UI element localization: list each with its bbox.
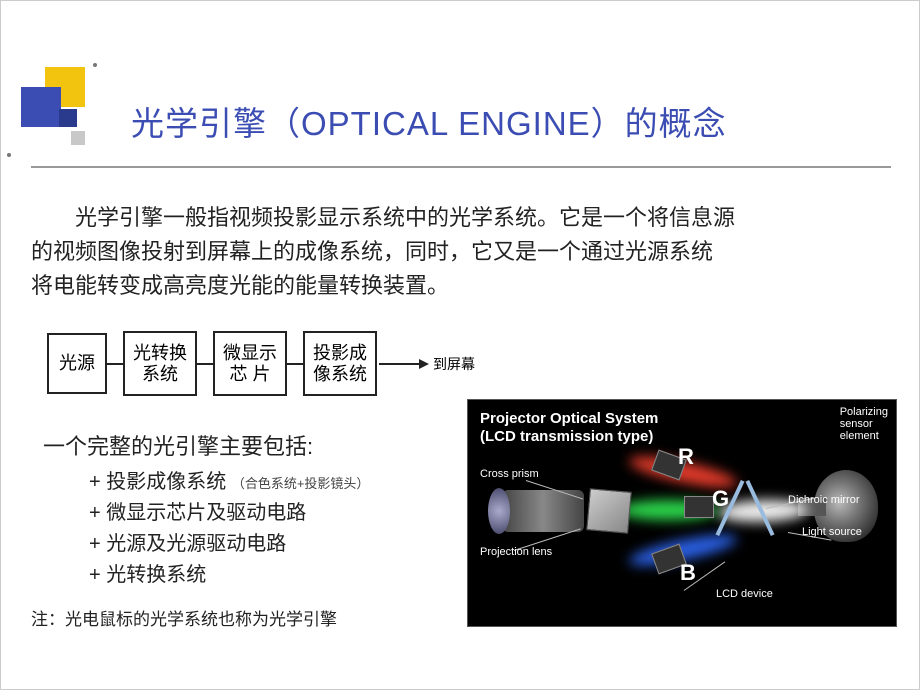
- label-cross-prism: Cross prism: [480, 468, 539, 480]
- list-item-text: + 光源及光源驱动电路: [89, 533, 286, 555]
- flow-box-convert: 光转换 系统: [123, 331, 197, 396]
- flow-box-chip: 微显示 芯 片: [213, 331, 287, 396]
- square-blue-large: [21, 87, 61, 127]
- page-title: 光学引擎（OPTICAL ENGINE）的概念: [131, 97, 901, 145]
- label-r: R: [678, 444, 694, 470]
- flow-box-source: 光源: [47, 333, 107, 394]
- list-item-text: + 光转换系统: [89, 564, 206, 586]
- diagram-title-line1: Projector Optical System: [480, 410, 658, 427]
- flow-box-projection: 投影成 像系统: [303, 331, 377, 396]
- cross-prism-shape: [586, 488, 632, 534]
- list-item: + 投影成像系统 （合色系统+投影镜头）: [89, 467, 443, 498]
- flow-arrow: [379, 359, 429, 369]
- label-polarizing: Polarizing sensor element: [840, 406, 888, 442]
- list-item: + 光转换系统: [89, 560, 443, 591]
- list-item-text: + 投影成像系统: [89, 471, 226, 493]
- intro-line2: 的视频图像投射到屏幕上的成像系统，同时，它又是一个通过光源系统: [31, 235, 891, 269]
- projector-diagram: Projector Optical System (LCD transmissi…: [467, 399, 897, 627]
- list-item: + 光源及光源驱动电路: [89, 529, 443, 560]
- dot: [93, 63, 97, 67]
- label-projection-lens: Projection lens: [480, 546, 552, 558]
- label-light-source: Light source: [802, 526, 862, 538]
- label-g: G: [712, 486, 729, 512]
- projection-lens-shape: [502, 490, 584, 532]
- label-b: B: [680, 560, 696, 586]
- flow-diagram: 光源 光转换 系统 微显示 芯 片 投影成 像系统 到屏幕: [47, 331, 475, 396]
- components-list: 一个完整的光引擎主要包括: + 投影成像系统 （合色系统+投影镜头） + 微显示…: [43, 429, 443, 591]
- label-dichroic-mirror: Dichroic mirror: [788, 494, 860, 506]
- diagram-title: Projector Optical System (LCD transmissi…: [480, 410, 658, 446]
- diagram-title-line2: (LCD transmission type): [480, 428, 653, 445]
- lcd-panel-g: [684, 496, 714, 518]
- intro-line1: 光学引擎一般指视频投影显示系统中的光学系统。它是一个将信息源: [75, 205, 735, 230]
- flow-connector: [287, 363, 303, 365]
- flow-arrow-label: 到屏幕: [433, 354, 475, 374]
- corner-decoration: [1, 61, 101, 161]
- flow-connector: [107, 363, 123, 365]
- square-gray: [71, 131, 85, 145]
- footnote: 注：光电鼠标的光学系统也称为光学引擎: [31, 605, 337, 630]
- title-underline: [31, 166, 891, 168]
- intro-line3: 将电能转变成高亮度光能的能量转换装置。: [31, 269, 891, 303]
- list-item-sub: （合色系统+投影镜头）: [232, 476, 370, 491]
- flow-connector: [197, 363, 213, 365]
- intro-paragraph: 光学引擎一般指视频投影显示系统中的光学系统。它是一个将信息源 的视频图像投射到屏…: [31, 201, 891, 303]
- label-lcd-device: LCD device: [716, 588, 773, 600]
- list-item-text: + 微显示芯片及驱动电路: [89, 502, 306, 524]
- square-blue-small: [59, 109, 77, 127]
- projection-lens-front: [488, 488, 510, 534]
- dot: [7, 153, 11, 157]
- list-item: + 微显示芯片及驱动电路: [89, 498, 443, 529]
- list-heading: 一个完整的光引擎主要包括:: [43, 429, 443, 461]
